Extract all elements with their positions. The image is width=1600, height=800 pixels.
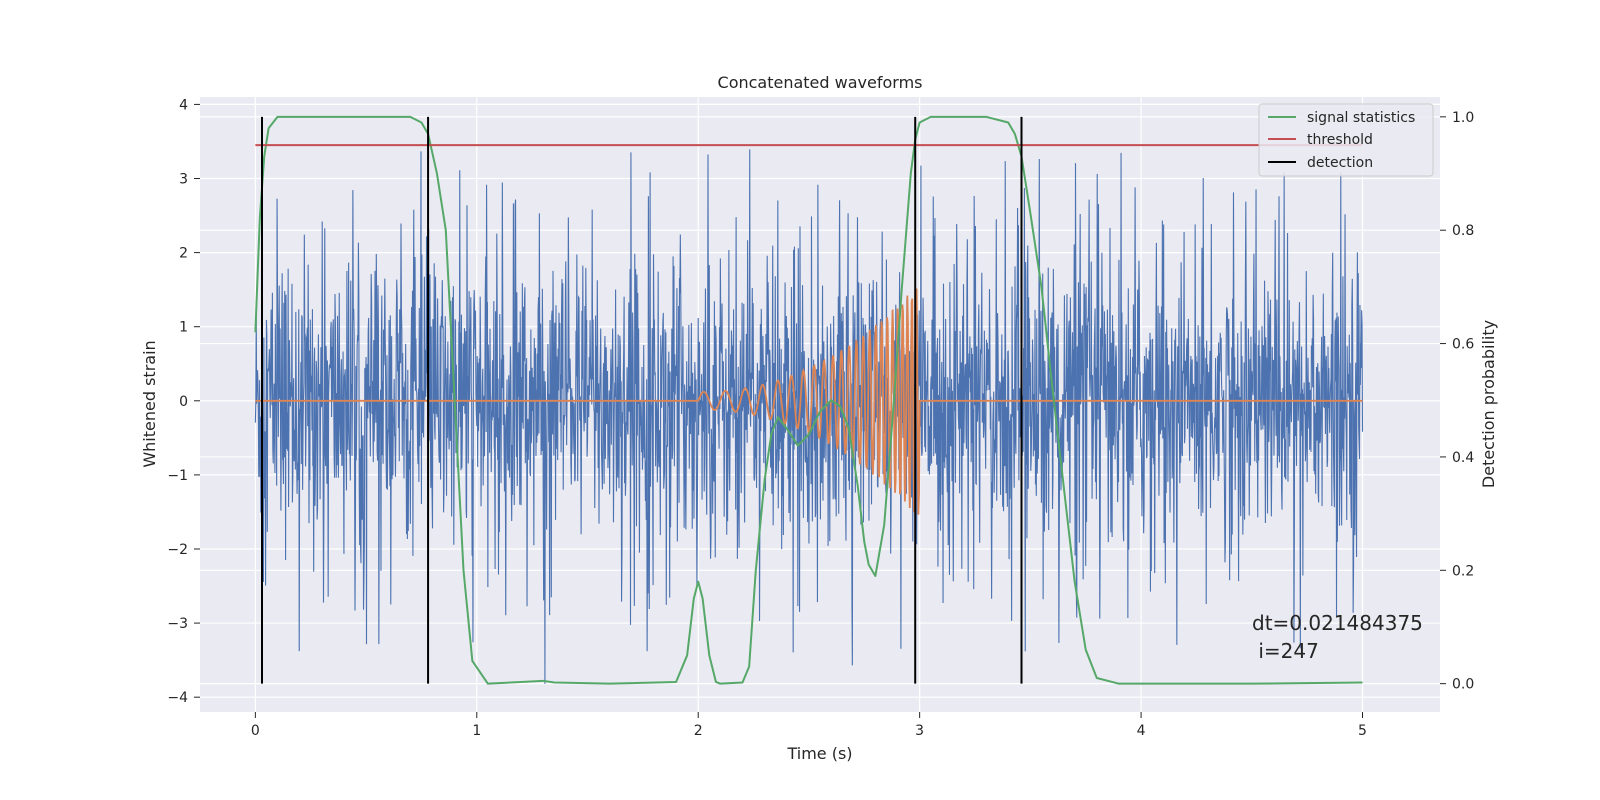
signal-statistics-line xyxy=(254,115,1363,685)
x-tick-label: 1 xyxy=(472,723,481,739)
x-tick-label: 3 xyxy=(915,723,924,739)
y-tick-label: −3 xyxy=(167,616,188,632)
y2-tick-label: 0.2 xyxy=(1452,563,1474,579)
legend-label-signal-statistics: signal statistics xyxy=(1307,110,1415,126)
noise-trace xyxy=(254,149,1364,684)
tick-layer: 0 1 2 3 4 5 4 3 2 1 0 −1 −2 −3 −4 1.0 0.8 0.6 0.4 0.2 0.0 xyxy=(167,97,1474,739)
y2-tick-label: 0.6 xyxy=(1452,337,1474,353)
y-tick-label: 1 xyxy=(179,320,188,336)
series-layer xyxy=(254,115,1363,685)
noise-path xyxy=(254,149,1364,684)
chart-title: Concatenated waveforms xyxy=(718,73,923,92)
y-tick-label: 0 xyxy=(179,394,188,410)
legend-label-threshold: threshold xyxy=(1307,132,1373,148)
x-tick-label: 2 xyxy=(694,723,703,739)
annotation-i: i=247 xyxy=(1252,639,1319,663)
x-axis-label: Time (s) xyxy=(786,744,852,763)
x-tick-label: 0 xyxy=(251,723,260,739)
y-tick-label: 3 xyxy=(179,172,188,188)
y-axis-label: Whitened strain xyxy=(140,340,159,467)
y-tick-label: −4 xyxy=(167,690,188,706)
y-tick-label: 2 xyxy=(179,246,188,262)
y-tick-label: −2 xyxy=(167,542,188,558)
x-tick-label: 5 xyxy=(1358,723,1367,739)
y2-tick-label: 1.0 xyxy=(1452,110,1474,126)
y2-tick-label: 0.8 xyxy=(1452,223,1474,239)
legend-label-detection: detection xyxy=(1307,155,1373,171)
annotation-dt: dt=0.021484375 xyxy=(1252,611,1423,635)
y-tick-label: 4 xyxy=(179,97,188,113)
legend-box xyxy=(1258,103,1434,177)
y2-axis-label: Detection probability xyxy=(1479,320,1498,488)
y2-tick-label: 0.4 xyxy=(1452,450,1474,466)
x-tick-label: 4 xyxy=(1137,723,1146,739)
legend: signal statistics threshold detection xyxy=(1258,103,1434,177)
y2-tick-label: 0.0 xyxy=(1452,677,1474,693)
y-tick-label: −1 xyxy=(167,468,188,484)
